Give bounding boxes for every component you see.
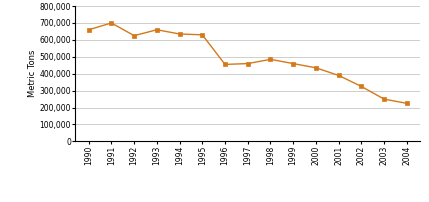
Y-axis label: Metric Tons: Metric Tons: [27, 50, 36, 97]
